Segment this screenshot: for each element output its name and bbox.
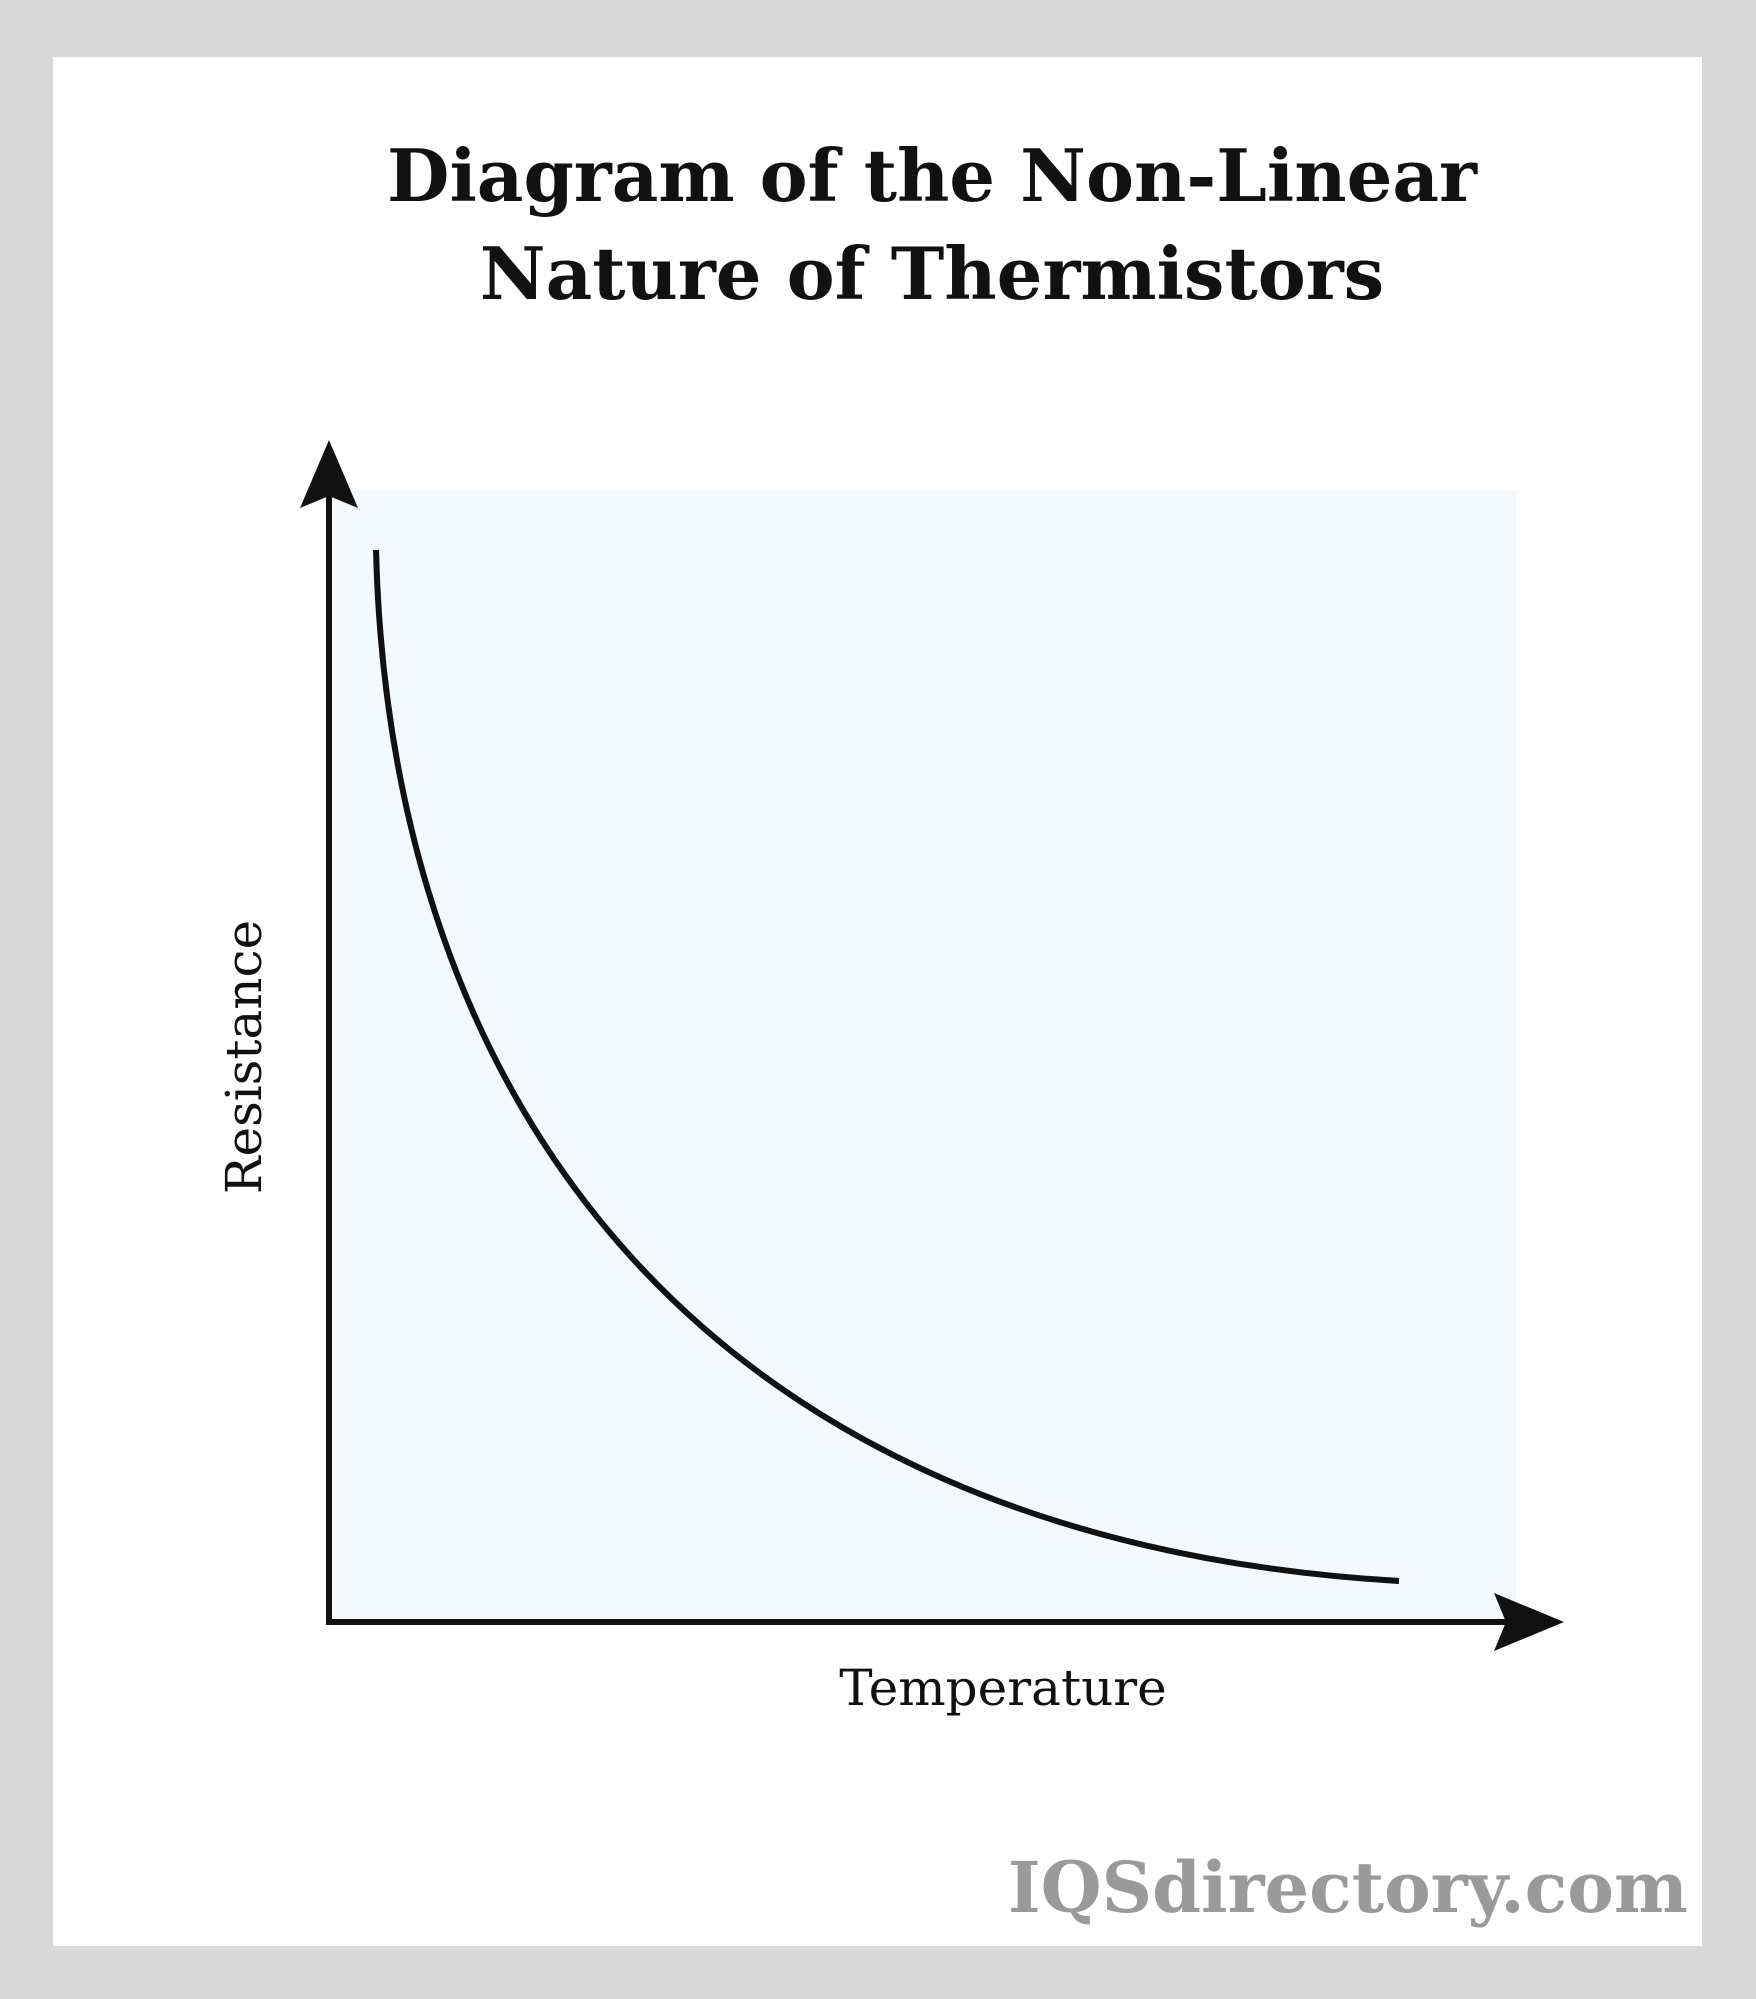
plot-area [329,490,1516,1620]
watermark: IQSdirectory.com [1008,1846,1688,1929]
title-line: Nature of Thermistors [480,231,1384,316]
x-axis-label: Temperature [839,1659,1167,1717]
title-line: Diagram of the Non-Linear [387,133,1478,218]
x-axis-arrow [1494,1593,1564,1651]
curve [373,549,1400,1584]
y-axis-label: Resistance [215,920,273,1194]
y-axis-arrow [300,440,358,508]
